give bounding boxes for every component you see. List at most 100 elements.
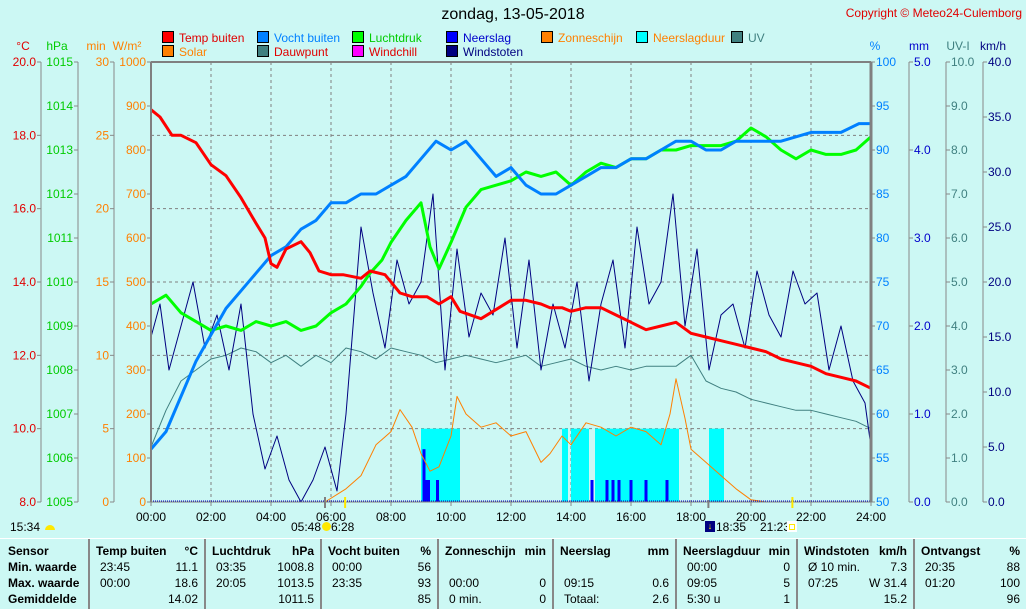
x-tick-label: 14:00 (556, 510, 586, 524)
stats-value: 100 (1000, 576, 1020, 590)
axis-tick-label: 6.0 (951, 231, 968, 245)
neerslagduur-bar (562, 429, 568, 502)
neerslagduur-bar (571, 429, 589, 502)
stats-row-label: Gemiddelde (8, 592, 77, 606)
stats-time: 23:35 (332, 576, 362, 590)
stats-time: 5:30 u (687, 592, 720, 606)
stats-header: Ontvangst (921, 544, 980, 558)
rain-time: 18:35 (716, 520, 746, 534)
x-tick-label: 02:00 (196, 510, 226, 524)
stats-time: Totaal: (564, 592, 599, 606)
axis-tick-label: 16.0 (13, 202, 37, 216)
stats-time: 23:45 (100, 560, 130, 574)
axis-tick-label: 1006 (46, 451, 73, 465)
stats-header: Neerslagduur (683, 544, 760, 558)
stats-value: 7.3 (890, 560, 907, 574)
moonrise-time: 15:34 (10, 520, 40, 534)
axis-tick-label: 700 (126, 187, 146, 201)
stats-value: 18.6 (175, 576, 198, 590)
stats-value: 0 (539, 592, 546, 606)
stats-value: 93 (418, 576, 431, 590)
stats-time: 03:35 (216, 560, 246, 574)
neerslag-bar (436, 480, 439, 502)
axis-tick-label: 20 (96, 202, 110, 216)
axis-tick-label: 1010 (46, 275, 73, 289)
axis-tick-label: 10.0 (13, 422, 37, 436)
axis-tick-label: 20.0 (13, 55, 37, 69)
axis-tick-label: 500 (126, 275, 146, 289)
stats-header: Neerslag (560, 544, 611, 558)
stats-time: 00:00 (332, 560, 362, 574)
moon-icon (45, 525, 55, 530)
axis-tick-label: 600 (126, 231, 146, 245)
axis-tick-label: 0.0 (914, 495, 931, 509)
stats-unit: mm (648, 544, 669, 558)
stats-header: Zonneschijn (445, 544, 516, 558)
axis-tick-label: 0 (139, 495, 146, 509)
axis-tick-label: 8.0 (951, 143, 968, 157)
sunrise-marker: 05:48 (291, 520, 321, 534)
axis-tick-label: 2.0 (914, 319, 931, 333)
neerslag-bar (606, 480, 609, 502)
axis-tick-label: 65 (876, 363, 890, 377)
stats-unit: % (1009, 544, 1020, 558)
axis-tick-label: 95 (876, 99, 890, 113)
axis-tick-label: 0 (102, 495, 109, 509)
axis-tick-label: 0.0 (988, 495, 1005, 509)
axis-tick-label: 9.0 (951, 99, 968, 113)
axis-tick-label: 1015 (46, 55, 73, 69)
stats-unit: min (525, 544, 546, 558)
axis-tick-label: 1009 (46, 319, 73, 333)
stats-unit: km/h (879, 544, 907, 558)
stats-time: 09:05 (687, 576, 717, 590)
axis-unit-right-1: mm (909, 39, 929, 53)
stats-unit: % (420, 544, 431, 558)
axis-unit-3: W/m² (113, 39, 142, 53)
axis-tick-label: 25 (96, 128, 110, 142)
axis-tick-label: 10.0 (988, 385, 1012, 399)
axis-tick-label: 400 (126, 319, 146, 333)
stats-value: 1011.5 (278, 592, 314, 606)
axis-tick-label: 80 (876, 231, 890, 245)
axis-tick-label: 7.0 (951, 187, 968, 201)
stats-value: 11.1 (176, 560, 198, 574)
x-tick-label: 16:00 (616, 510, 646, 524)
stats-time: 07:25 (808, 576, 838, 590)
stats-time: 00:00 (100, 576, 130, 590)
axis-tick-label: 85 (876, 187, 890, 201)
axis-tick-label: 1.0 (914, 407, 931, 421)
stats-value: 0.6 (652, 576, 669, 590)
axis-tick-label: 70 (876, 319, 890, 333)
x-tick-label: 22:00 (796, 510, 826, 524)
axis-tick-label: 10.0 (951, 55, 975, 69)
rain-marker: 18:35 (716, 520, 746, 534)
stats-header: Windstoten (804, 544, 869, 558)
x-tick-label: 04:00 (256, 510, 286, 524)
stats-header: Temp buiten (96, 544, 166, 558)
x-tick-label: 10:00 (436, 510, 466, 524)
axis-tick-label: 10 (96, 348, 110, 362)
stats-value: 1013.5 (277, 576, 314, 590)
rain-icon: ↓ (705, 521, 715, 532)
sun-icon (322, 522, 331, 531)
axis-tick-label: 12.0 (13, 348, 37, 362)
sunrise-time-left: 05:48 (291, 520, 321, 534)
axis-tick-label: 75 (876, 275, 890, 289)
axis-tick-label: 3.0 (914, 231, 931, 245)
stats-value: 0 (539, 576, 546, 590)
stats-value: 1 (783, 592, 790, 606)
axis-tick-label: 25.0 (988, 220, 1012, 234)
axis-tick-label: 5.0 (951, 275, 968, 289)
stats-time: 00:00 (687, 560, 717, 574)
axis-tick-label: 1007 (46, 407, 73, 421)
stats-value: 56 (418, 560, 431, 574)
neerslag-bar (424, 480, 427, 502)
axis-tick-label: 1012 (46, 187, 73, 201)
